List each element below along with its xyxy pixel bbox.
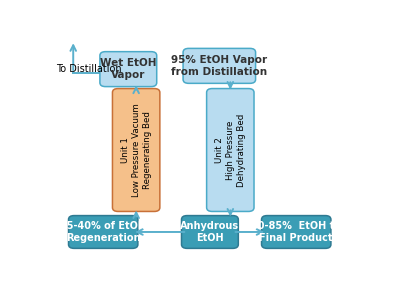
FancyBboxPatch shape [262, 215, 331, 248]
Text: 95% EtOH Vapor
from Distillation: 95% EtOH Vapor from Distillation [171, 55, 267, 77]
FancyBboxPatch shape [181, 215, 238, 248]
Text: Wet EtOH
Vapor: Wet EtOH Vapor [100, 58, 157, 80]
FancyBboxPatch shape [183, 49, 256, 83]
FancyBboxPatch shape [68, 215, 138, 248]
Text: 60-85%  EtOH to
Final Product: 60-85% EtOH to Final Product [251, 221, 341, 243]
Text: Unit 2
High Pressure
Dehydrating Bed: Unit 2 High Pressure Dehydrating Bed [215, 113, 246, 187]
Text: Anhydrous
EtOH: Anhydrous EtOH [180, 221, 239, 243]
Text: To Distillation: To Distillation [56, 63, 122, 74]
FancyBboxPatch shape [113, 89, 160, 212]
Text: 15-40% of EtOH
Regeneration: 15-40% of EtOH Regeneration [60, 221, 146, 243]
Text: Unit 1
Low Pressure Vacuum
Regenerating Bed: Unit 1 Low Pressure Vacuum Regenerating … [121, 103, 152, 197]
FancyBboxPatch shape [100, 52, 157, 87]
FancyBboxPatch shape [207, 89, 254, 212]
